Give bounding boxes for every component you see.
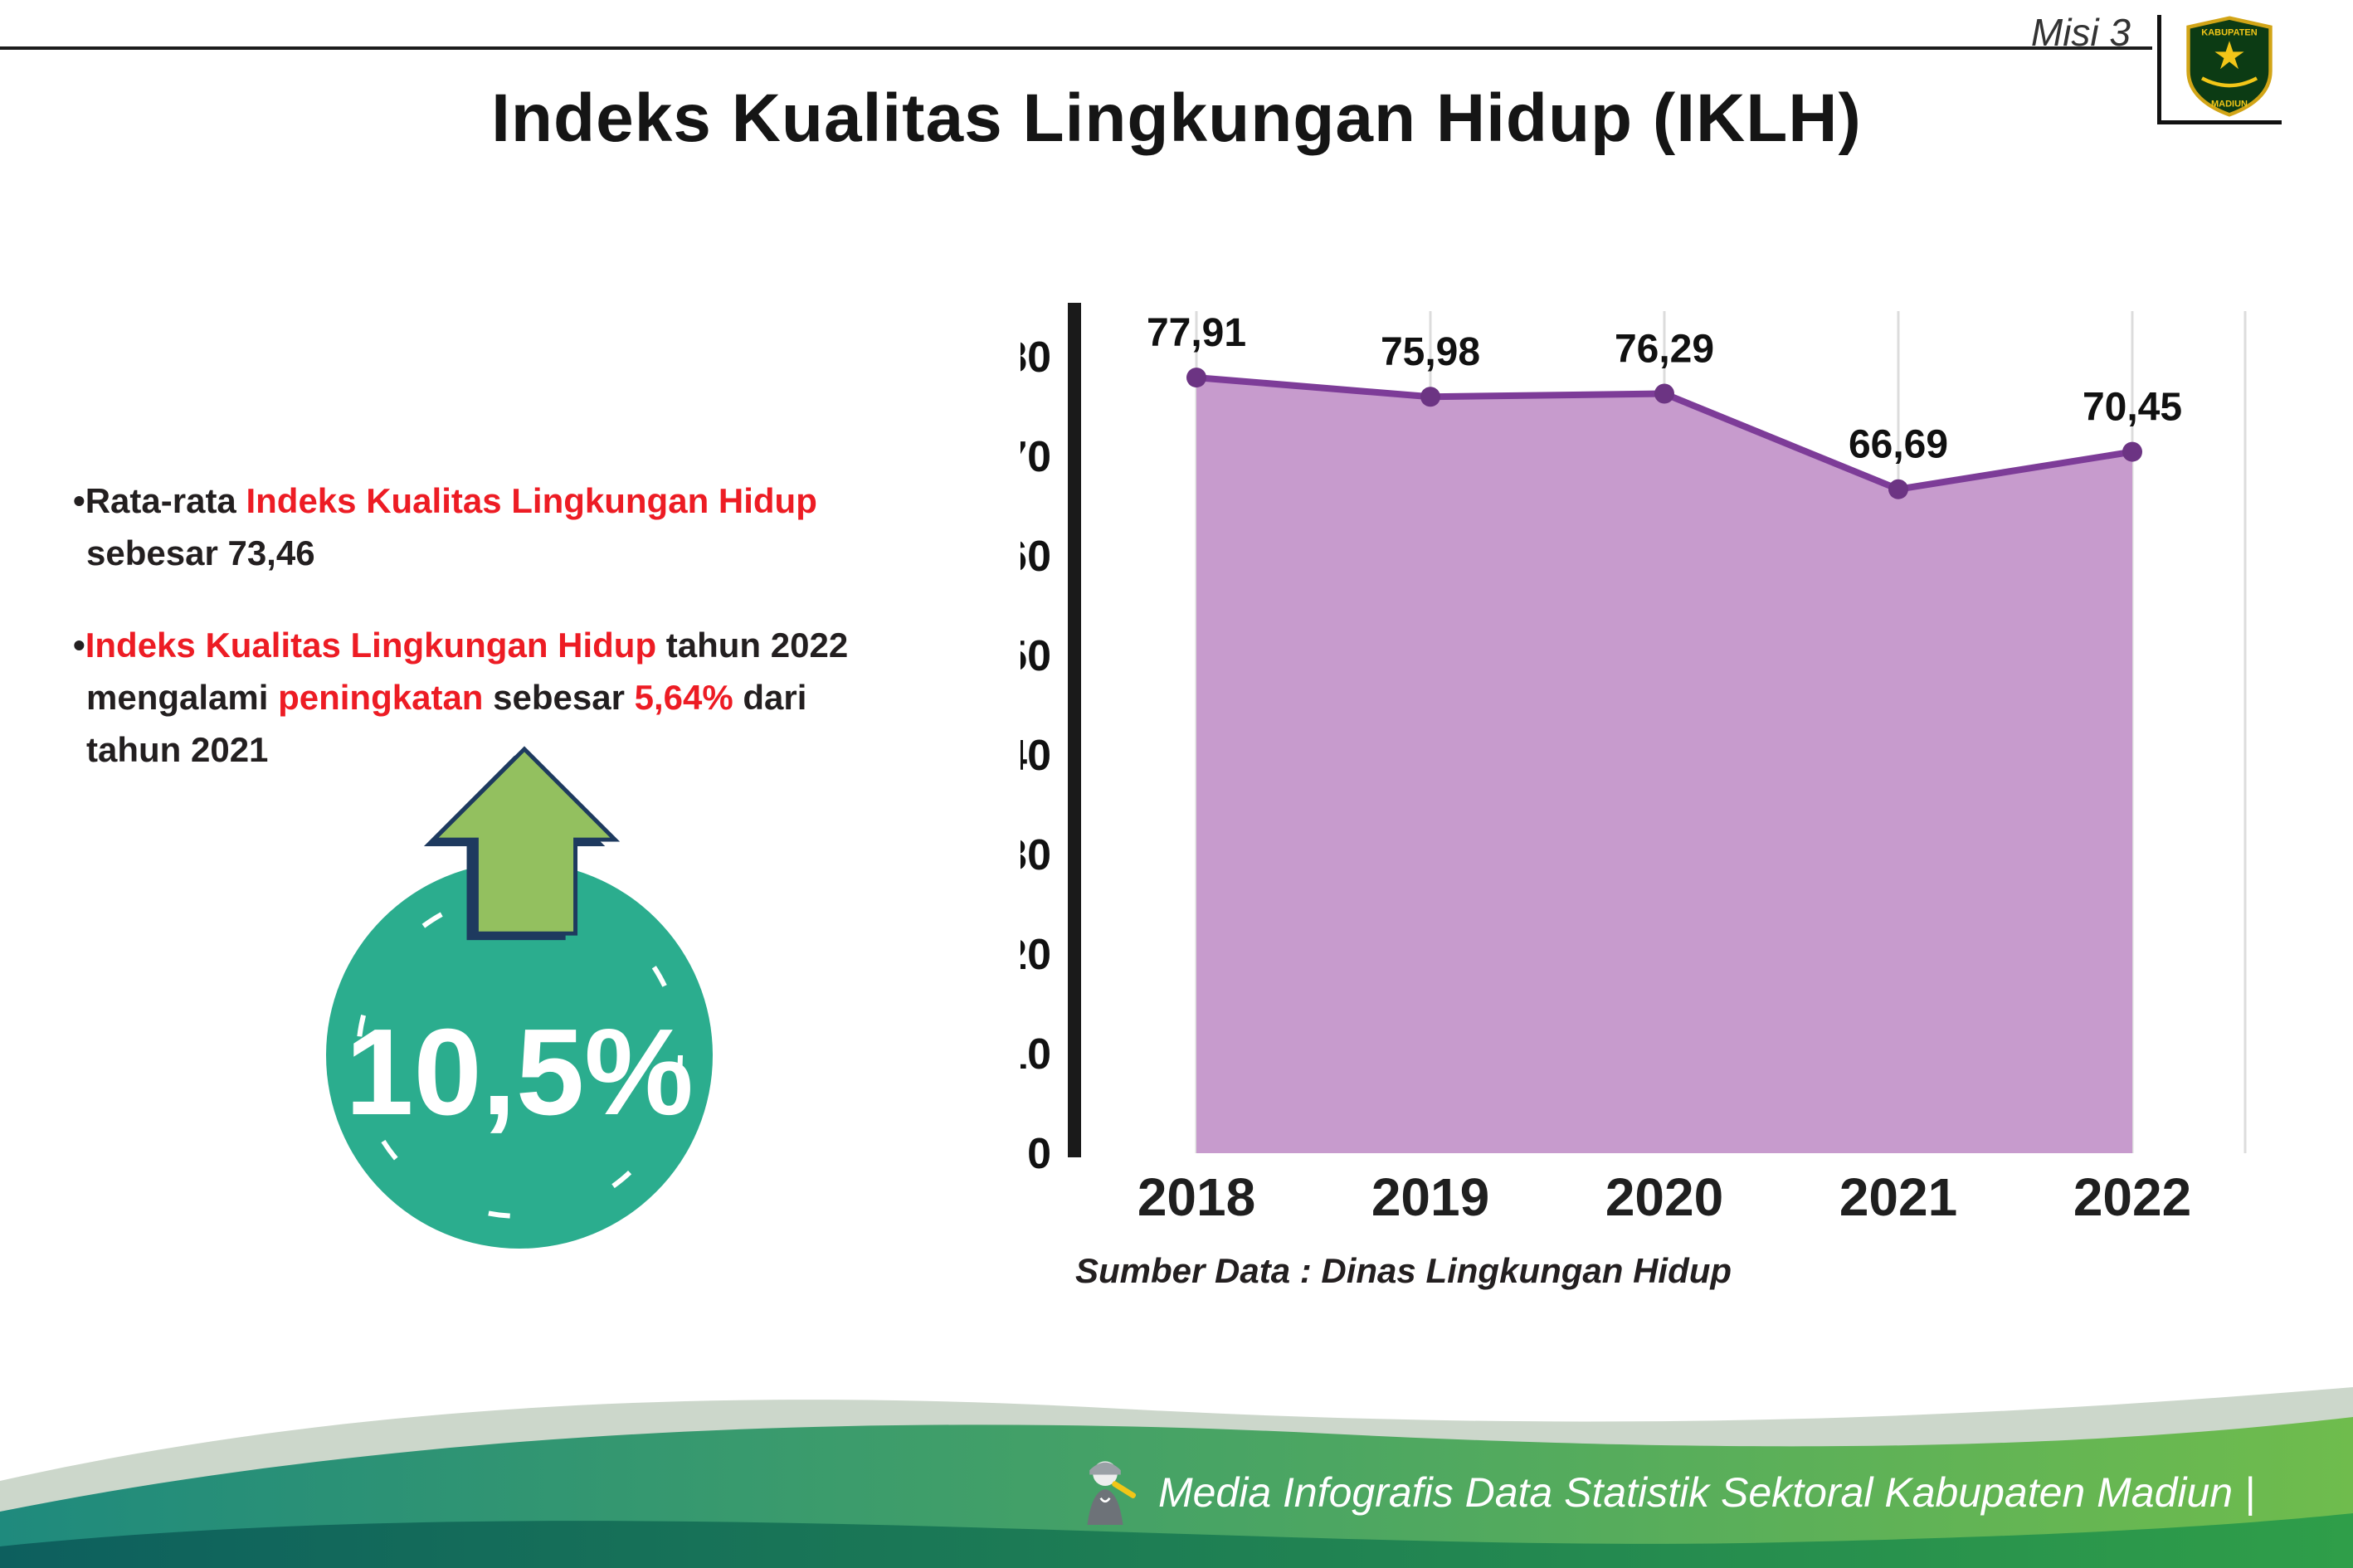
svg-text:66,69: 66,69 bbox=[1849, 423, 1948, 467]
svg-text:2019: 2019 bbox=[1371, 1167, 1489, 1227]
logo-bottom-text: MADIUN bbox=[2211, 99, 2248, 109]
svg-text:75,98: 75,98 bbox=[1381, 330, 1480, 374]
badge-circle bbox=[326, 862, 713, 1249]
bullet-average-iklh: •Rata-rata Indeks Kualitas Lingkungan Hi… bbox=[73, 481, 817, 572]
bullet-dot: • bbox=[73, 626, 85, 665]
svg-text:10: 10 bbox=[1021, 1030, 1051, 1079]
up-arrow-icon bbox=[423, 746, 621, 941]
iklh-area-chart: 77,91 75,98 76,29 66,69 70,45 0 10 20 30 40 50 60 70… bbox=[1021, 303, 2247, 1227]
bullet-increase-2022: •Indeks Kualitas Lingkungan Hidup tahun … bbox=[73, 626, 849, 769]
svg-text:30: 30 bbox=[1021, 831, 1051, 879]
kabupaten-madiun-logo: KABUPATEN MADIUN bbox=[2157, 15, 2282, 124]
svg-text:2022: 2022 bbox=[2073, 1167, 2191, 1227]
misi-label: Misi 3 bbox=[2030, 11, 2131, 54]
increase-percentage: 10,5% bbox=[345, 1004, 694, 1141]
svg-text:77,91: 77,91 bbox=[1147, 311, 1246, 355]
footer-credit: Media Infografis Data Statistik Sektoral… bbox=[1070, 1454, 2255, 1531]
svg-text:80: 80 bbox=[1021, 334, 1051, 382]
increase-badge: 10,5% bbox=[325, 861, 714, 1249]
star-icon bbox=[2214, 41, 2244, 70]
svg-text:70: 70 bbox=[1021, 433, 1051, 481]
mascot-writer-icon bbox=[1087, 1461, 1137, 1525]
svg-text:76,29: 76,29 bbox=[1615, 328, 1714, 372]
svg-text:2020: 2020 bbox=[1605, 1167, 1723, 1227]
bullet-dot: • bbox=[73, 481, 85, 520]
footer-wave-decoration bbox=[0, 1387, 2353, 1568]
svg-text:2018: 2018 bbox=[1138, 1167, 1255, 1227]
credit-text: Media Infografis Data Statistik Sektoral… bbox=[1157, 1469, 2255, 1516]
page-title: Indeks Kualitas Lingkungan Hidup (IKLH) bbox=[491, 80, 1862, 156]
svg-text:20: 20 bbox=[1021, 931, 1051, 979]
svg-text:2021: 2021 bbox=[1839, 1167, 1957, 1227]
svg-text:40: 40 bbox=[1021, 732, 1051, 780]
svg-text:60: 60 bbox=[1021, 533, 1051, 581]
shield-icon: KABUPATEN MADIUN bbox=[2186, 16, 2273, 117]
data-source-note: Sumber Data : Dinas Lingkungan Hidup bbox=[1075, 1251, 1732, 1290]
key-points: •Rata-rata Indeks Kualitas Lingkungan Hi… bbox=[73, 475, 911, 816]
header-divider bbox=[0, 46, 2152, 50]
svg-text:0: 0 bbox=[1027, 1130, 1051, 1178]
logo-top-text: KABUPATEN bbox=[2201, 28, 2257, 38]
svg-text:70,45: 70,45 bbox=[2083, 386, 2182, 430]
svg-text:50: 50 bbox=[1021, 632, 1051, 680]
